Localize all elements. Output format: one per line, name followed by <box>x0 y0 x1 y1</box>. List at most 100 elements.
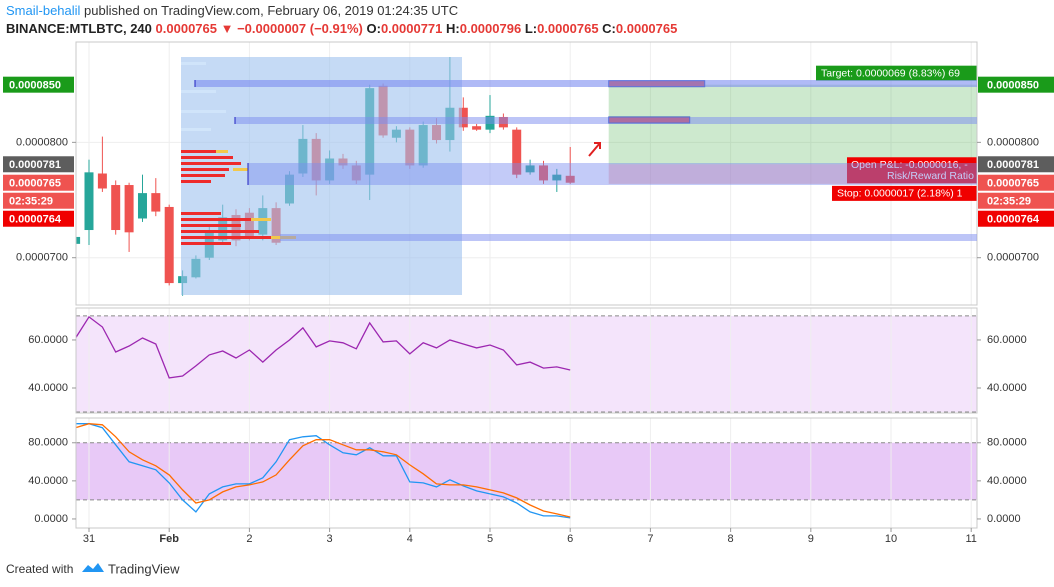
candle-body <box>539 165 549 181</box>
vp-bar <box>181 180 211 183</box>
y-tick-label: 0.0000700 <box>16 252 68 264</box>
band <box>76 315 977 413</box>
x-tick-label: 2 <box>246 533 252 545</box>
footer-text: Created with <box>6 562 73 576</box>
price-tag <box>978 76 1054 93</box>
price-tag-label: 02:35:29 <box>9 196 53 208</box>
author[interactable]: Smail-behalil <box>6 3 81 18</box>
profit-zone <box>608 84 977 165</box>
vp-bar <box>251 218 271 221</box>
x-tick-label: 3 <box>327 533 333 545</box>
candle-body <box>111 185 121 231</box>
price-tag-label: 0.0000781 <box>9 159 61 171</box>
pnl-box <box>847 157 977 184</box>
vp-bar <box>181 168 229 171</box>
y-tick-label: 0.0000 <box>987 513 1021 525</box>
ohlc-label: C: <box>602 21 616 36</box>
vp-bar <box>181 90 216 93</box>
x-tick-label: 8 <box>728 533 734 545</box>
ohlc-label: H: <box>446 21 460 36</box>
arrow <box>588 142 601 157</box>
level-band <box>248 163 977 185</box>
candle-body <box>151 193 161 212</box>
candle-body <box>76 236 81 244</box>
price-tag <box>3 192 74 209</box>
vp-bar <box>181 236 271 239</box>
ohlc-value: 0.0000765 <box>537 21 598 36</box>
vp-bar <box>216 150 228 153</box>
volume-profile-range <box>181 57 462 295</box>
level-band <box>280 234 977 241</box>
volume-profile-bars <box>181 150 271 245</box>
pane <box>76 308 977 413</box>
price-tag <box>3 76 74 93</box>
price-tag-label: 0.0000765 <box>987 178 1039 190</box>
pane-border <box>75 417 978 529</box>
logo <box>82 563 104 572</box>
band <box>76 442 977 500</box>
symbol: BINANCE:MTLBTC, 240 <box>6 21 152 36</box>
pane <box>76 418 977 528</box>
price-tag-label: 02:35:29 <box>987 196 1031 208</box>
price-tag-label: 0.0000850 <box>987 80 1039 92</box>
volume-profile-bars <box>181 62 226 131</box>
footer-brand[interactable]: TradingView <box>108 561 180 576</box>
pane-border <box>75 41 978 306</box>
candle-body <box>552 174 562 181</box>
change: ▼ −0.0000007 (−0.91%) <box>221 21 363 36</box>
header-line-1: Smail-behalil published on TradingView.c… <box>6 3 458 18</box>
x-tick-label: 4 <box>407 533 413 545</box>
series-line <box>76 423 571 518</box>
candle-body <box>164 206 174 284</box>
ohlc-value: 0.0000771 <box>381 21 442 36</box>
vp-bar <box>181 110 226 113</box>
y-tick-label: 40.0000 <box>28 382 68 394</box>
vp-bar <box>181 150 216 153</box>
y-tick-label: 0.0000700 <box>987 252 1039 264</box>
price-tag-label: 0.0000764 <box>9 214 62 226</box>
vp-bar <box>181 242 231 245</box>
pane-border <box>75 307 978 414</box>
ohlc-value: 0.0000796 <box>460 21 521 36</box>
vp-bar <box>181 174 225 177</box>
candle-body <box>124 185 134 233</box>
y-tick-label: 40.0000 <box>28 475 68 487</box>
ohlc-value: 0.0000765 <box>616 21 677 36</box>
ohlc-label: O: <box>366 21 380 36</box>
y-tick-label: 40.0000 <box>987 382 1027 394</box>
y-tick-label: 0.0000800 <box>987 136 1039 148</box>
candle-body <box>565 175 575 183</box>
price-tag-label: 0.0000765 <box>9 178 61 190</box>
candle-body <box>512 129 522 175</box>
target-label: Target: 0.0000069 (8.83%) 69 <box>821 67 960 79</box>
vp-bar <box>181 224 241 227</box>
panes: Target: 0.0000069 (8.83%) 69 Open P&L: -0… <box>16 41 1039 545</box>
candle-body <box>472 126 482 130</box>
x-tick-label: 5 <box>487 533 493 545</box>
candle-body <box>525 165 535 173</box>
x-tick-label: 31 <box>83 533 95 545</box>
vp-bar <box>181 218 251 221</box>
vp-bar <box>181 62 206 65</box>
stop-box <box>832 185 977 201</box>
published: published on TradingView.com, February 0… <box>80 3 458 18</box>
price-tag <box>3 174 74 191</box>
price-tag <box>3 210 74 227</box>
x-tick-label: Feb <box>159 533 179 545</box>
drawings <box>181 57 977 295</box>
price-tag <box>978 174 1054 191</box>
level-band <box>195 80 977 87</box>
candle-body <box>97 173 107 189</box>
last-price: 0.0000765 <box>156 21 217 36</box>
pnl-label: Open P&L: -0.0000016, - <box>851 159 968 171</box>
y-tick-label: 0.0000 <box>34 513 68 525</box>
series-line <box>76 315 571 379</box>
price-tag <box>3 156 74 173</box>
price-tag <box>978 156 1054 173</box>
y-tick-label: 60.0000 <box>28 334 68 346</box>
level-band <box>235 117 977 124</box>
price-tags: 0.0000850 0.0000850 0.0000781 0.0000781 0.00… <box>3 76 1054 227</box>
y-tick-label: 60.0000 <box>987 334 1027 346</box>
y-tick-label: 80.0000 <box>28 437 68 449</box>
